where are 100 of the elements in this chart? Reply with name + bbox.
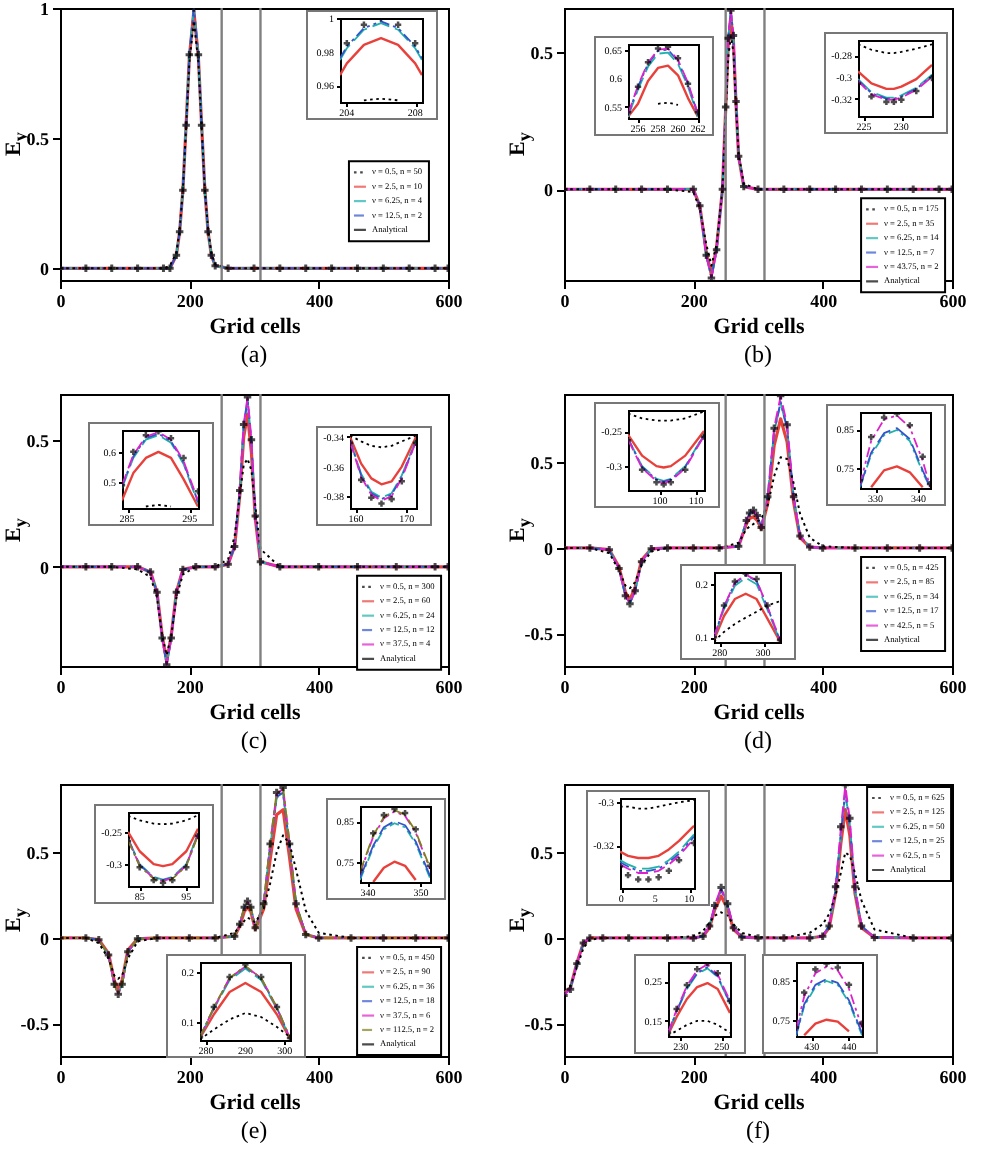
point: [634, 83, 642, 90]
point: [182, 121, 190, 129]
point: [805, 543, 814, 551]
point: [226, 973, 233, 981]
point: [204, 228, 212, 236]
x-axis-title: Grid cells: [209, 315, 302, 339]
point: [857, 185, 866, 194]
point: [104, 951, 113, 959]
point: [754, 934, 762, 942]
y-tick-label: 0.5: [530, 453, 554, 474]
point: [645, 876, 652, 883]
point: [868, 93, 875, 100]
point: [167, 634, 175, 642]
point: [259, 900, 268, 908]
text: (b): [744, 340, 772, 370]
y-tick-label: 0.5: [26, 843, 50, 864]
point: [207, 251, 216, 260]
point: [276, 563, 284, 571]
x-tick-label: 200: [176, 291, 205, 311]
point: [566, 985, 575, 994]
point: [734, 542, 743, 550]
point: [742, 516, 751, 525]
point: [411, 934, 420, 942]
point: [172, 588, 181, 597]
x-tick-label: 0: [56, 677, 67, 697]
point: [731, 578, 738, 585]
point: [211, 563, 219, 571]
point: [107, 264, 116, 273]
text: (e): [240, 1116, 268, 1146]
point: [136, 864, 143, 871]
point: [834, 964, 841, 971]
point: [272, 788, 281, 797]
point: [870, 933, 879, 942]
point: [653, 479, 660, 486]
point: [757, 523, 765, 532]
point: [276, 264, 284, 273]
point: [626, 599, 634, 608]
point: [360, 21, 368, 28]
point: [353, 264, 362, 273]
point: [732, 97, 740, 106]
point: [133, 935, 142, 943]
x-tick-label: 200: [176, 1067, 205, 1087]
point: [780, 934, 788, 942]
text: (c): [240, 726, 268, 756]
point: [611, 185, 620, 194]
point: [192, 563, 200, 571]
point: [714, 969, 721, 977]
point: [150, 877, 157, 884]
point: [631, 586, 639, 595]
point: [353, 563, 362, 571]
point: [935, 185, 943, 194]
point: [158, 634, 166, 642]
point: [906, 422, 913, 429]
point: [398, 478, 405, 485]
x-tick-label: 0: [56, 291, 67, 311]
point: [146, 568, 155, 576]
point: [637, 557, 646, 566]
point: [224, 264, 232, 273]
x-tick-label: 600: [435, 291, 464, 311]
point: [913, 87, 920, 95]
y-tick-label: 0: [544, 180, 554, 201]
point: [740, 182, 748, 191]
point: [314, 934, 323, 942]
point: [776, 394, 785, 400]
point: [243, 897, 252, 905]
point: [837, 823, 845, 831]
point: [247, 436, 256, 444]
x-tick-label: 400: [306, 291, 335, 311]
point: [378, 500, 385, 507]
x-tick-label: 600: [939, 291, 968, 311]
point: [285, 840, 294, 848]
point: [266, 840, 274, 848]
x-axis-title: Grid cells: [713, 315, 806, 339]
point: [379, 934, 388, 942]
point: [764, 602, 771, 609]
point: [211, 934, 219, 942]
point: [727, 8, 735, 14]
point: [883, 98, 890, 106]
x-tick-label: 200: [680, 291, 709, 311]
point: [347, 934, 355, 942]
x-tick-label: 400: [810, 677, 839, 697]
point: [197, 121, 206, 129]
point: [720, 602, 728, 609]
point: [682, 466, 689, 473]
x-tick-label: 0: [560, 291, 571, 311]
y-tick-label: 0: [40, 259, 50, 280]
line-series: [340, 36, 422, 77]
y-tick-label: 0.5: [26, 430, 50, 451]
point: [110, 980, 119, 988]
point: [851, 544, 859, 552]
point: [729, 31, 738, 40]
point: [818, 932, 827, 940]
y-tick-label: 0.5: [530, 42, 554, 63]
point: [654, 45, 662, 52]
point: [660, 481, 667, 488]
x-axis-title: Grid cells: [713, 701, 806, 725]
point: [796, 532, 804, 540]
point: [201, 186, 209, 194]
point: [179, 186, 187, 194]
point: [724, 34, 732, 42]
